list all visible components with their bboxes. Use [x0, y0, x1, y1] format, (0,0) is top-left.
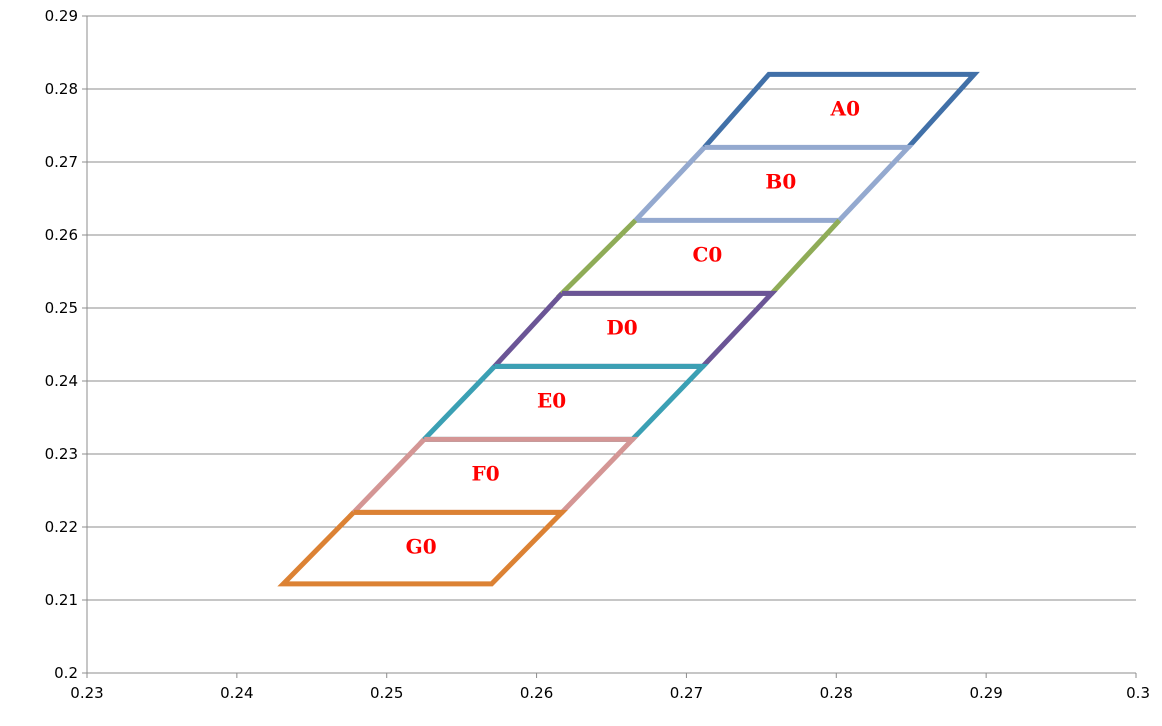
x-tick-label: 0.3 — [1126, 684, 1150, 702]
y-tick-label: 0.2 — [54, 664, 78, 682]
bin-labels: A0 B0 C0 D0 E0 F0 G0 — [406, 97, 860, 559]
x-tick-label: 0.25 — [370, 684, 403, 702]
x-tick-label: 0.26 — [520, 684, 553, 702]
series-label-a0: A0 — [830, 97, 860, 121]
y-grid — [87, 15, 1136, 601]
y-tick-label: 0.21 — [45, 591, 78, 609]
series-line-a0 — [702, 71, 980, 150]
series-label-g0: G0 — [406, 535, 437, 559]
plot-series — [277, 71, 980, 587]
x-tick-label: 0.29 — [969, 684, 1002, 702]
x-tick-label: 0.27 — [670, 684, 703, 702]
y-tick-label: 0.29 — [45, 7, 78, 25]
series-label-b0: B0 — [765, 170, 796, 194]
series-label-c0: C0 — [692, 243, 722, 267]
y-tick-label: 0.28 — [45, 80, 78, 98]
y-tick-label: 0.25 — [45, 299, 78, 317]
y-tick-label: 0.26 — [45, 226, 78, 244]
axes: 0.2 0.21 0.22 0.23 0.24 0.25 0.26 0.27 0.28 0.29 0… — [45, 7, 1150, 702]
series-label-e0: E0 — [537, 389, 566, 413]
x-tick-label: 0.28 — [820, 684, 853, 702]
y-tick-label: 0.27 — [45, 153, 78, 171]
series-label-d0: D0 — [606, 316, 637, 340]
y-tick-label: 0.24 — [45, 372, 78, 390]
series-label-f0: F0 — [472, 462, 500, 486]
x-tick-label: 0.24 — [220, 684, 253, 702]
y-tick-label: 0.22 — [45, 518, 78, 536]
y-tick-label: 0.23 — [45, 445, 78, 463]
x-tick-label: 0.23 — [70, 684, 103, 702]
series-line-g0 — [277, 509, 568, 587]
